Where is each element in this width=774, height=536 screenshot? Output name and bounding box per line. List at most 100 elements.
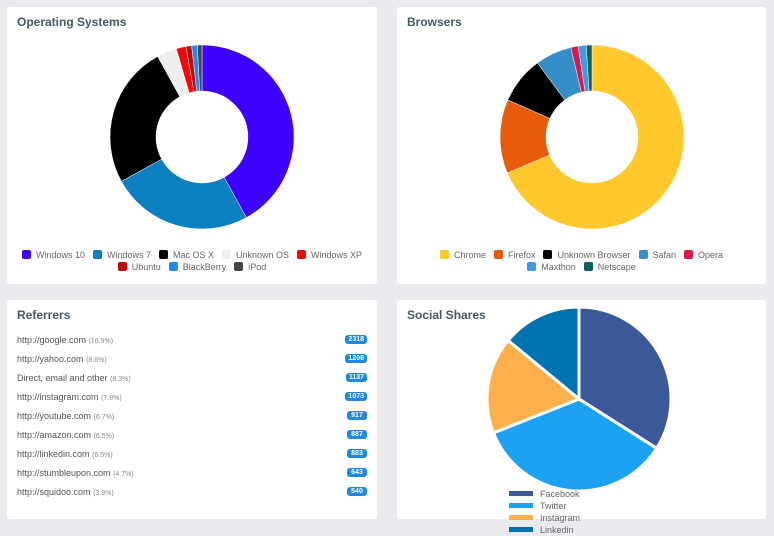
referrer-row: http://squidoo.com (3.9%) 540 — [17, 487, 367, 499]
browsers-legend: Chrome Firefox Unknown Browser Safari Opera M… — [397, 249, 766, 273]
referrer-percent: (7.8%) — [101, 395, 122, 402]
legend-swatch — [684, 250, 694, 259]
referrer-url[interactable]: http://google.com — [17, 335, 87, 345]
legend-swatch — [234, 262, 244, 271]
legend-swatch — [583, 262, 593, 271]
referrer-url[interactable]: Direct, email and other — [17, 373, 108, 383]
legend-label: Instagram — [540, 513, 581, 523]
legend-label: Mac OS X — [172, 250, 214, 260]
referrer-row: http://amazon.com (6.5%) 887 — [17, 430, 367, 442]
legend-swatch — [543, 250, 553, 259]
legend-item[interactable]: Safari — [638, 249, 676, 261]
referrer-row: http://instagram.com (7.8%) 1073 — [17, 392, 367, 404]
referrer-count-badge: 1073 — [345, 392, 367, 401]
referrer-percent: (16.9%) — [88, 338, 114, 345]
legend-item[interactable]: Facebook — [509, 488, 584, 500]
referrer-percent: (3.9%) — [93, 490, 114, 497]
legend-swatch — [638, 250, 648, 259]
referrer-count-badge: 917 — [347, 411, 367, 420]
referrer-url[interactable]: http://linkedin.com — [17, 449, 90, 459]
referrer-url[interactable]: http://stumbleupon.com — [17, 468, 111, 478]
legend-item[interactable]: Firefox — [493, 249, 536, 261]
referrer-count-badge: 883 — [347, 449, 367, 458]
legend-label: BlackBerry — [182, 262, 227, 272]
legend-label: Netscape — [597, 262, 636, 272]
slice-netscape[interactable] — [585, 44, 593, 92]
legend-swatch — [439, 250, 449, 259]
legend-swatch — [509, 515, 533, 520]
referrer-percent: (6.5%) — [93, 433, 115, 440]
legend-item[interactable]: Windows 7 — [92, 249, 151, 261]
referrer-row: Direct, email and other (8.3%) 1137 — [17, 373, 367, 385]
legend-swatch — [92, 250, 102, 259]
legend-swatch — [158, 250, 168, 259]
referrer-url[interactable]: http://squidoo.com — [17, 487, 91, 497]
referrer-row: http://stumbleupon.com (4.7%) 643 — [17, 468, 367, 480]
legend-item[interactable]: Unknown Browser — [543, 249, 631, 261]
legend-item[interactable]: BlackBerry — [168, 261, 227, 273]
browsers-donut-chart — [499, 44, 685, 230]
os-card: Operating Systems Windows 10 Windows 7 Mac… — [7, 7, 377, 284]
referrer-url[interactable]: http://yahoo.com — [17, 354, 84, 364]
os-donut-chart — [109, 44, 295, 230]
legend-item[interactable]: Chrome — [439, 249, 486, 261]
social-legend: Facebook Twitter Instagram Linkedin — [397, 488, 766, 536]
slice-linkedin[interactable] — [506, 305, 581, 403]
slice-windows-7[interactable] — [121, 158, 247, 230]
slice-ipod[interactable] — [197, 44, 203, 92]
legend-label: Opera — [698, 250, 724, 260]
slice-chrome[interactable] — [507, 44, 685, 230]
legend-swatch — [527, 262, 537, 271]
legend-swatch — [509, 491, 533, 496]
referrer-percent: (8.3%) — [110, 376, 131, 383]
legend-label: Twitter — [540, 501, 567, 511]
referrer-count-badge: 2318 — [345, 335, 367, 344]
referrer-url[interactable]: http://amazon.com — [17, 430, 92, 440]
referrer-percent: (4.7%) — [113, 471, 134, 478]
legend-item[interactable]: Windows XP — [297, 249, 362, 261]
legend-item[interactable]: Maxthon — [527, 261, 576, 273]
social-pie-chart — [485, 305, 673, 493]
social-card: Social Shares Facebook Twitter Instagram Li… — [397, 300, 766, 535]
legend-item[interactable]: Instagram — [509, 512, 584, 524]
legend-label: Chrome — [453, 250, 486, 260]
legend-label: Unknown OS — [236, 250, 290, 260]
browsers-card: Browsers Chrome Firefox Unknown Browser Saf… — [397, 7, 766, 284]
referrer-percent: (8.8%) — [86, 357, 107, 364]
legend-item[interactable]: Opera — [684, 249, 723, 261]
referrer-percent: (6.7%) — [93, 414, 115, 421]
legend-item[interactable]: Ubuntu — [117, 261, 161, 273]
legend-item[interactable]: Windows 10 — [21, 249, 85, 261]
legend-item[interactable]: Netscape — [583, 261, 636, 273]
legend-label: Maxthon — [541, 262, 576, 272]
referrer-percent: (6.5%) — [92, 452, 113, 459]
referrer-count-badge: 643 — [347, 468, 367, 477]
slice-windows-10[interactable] — [201, 44, 295, 218]
referrers-card: Referrers http://google.com (16.9%) 2318 h… — [7, 300, 377, 519]
referrer-count-badge: 540 — [347, 487, 367, 496]
referrer-url[interactable]: http://youtube.com — [17, 411, 92, 421]
legend-item[interactable]: iPod — [234, 261, 266, 273]
referrer-count-badge: 1208 — [345, 354, 367, 363]
legend-item[interactable]: Linkedin — [509, 524, 584, 536]
legend-item[interactable]: Unknown OS — [222, 249, 289, 261]
slice-instagram[interactable] — [485, 338, 582, 435]
legend-swatch — [493, 250, 503, 259]
referrer-url[interactable]: http://instagram.com — [17, 392, 99, 402]
legend-label: Facebook — [540, 489, 580, 499]
slice-twitter[interactable] — [491, 397, 659, 493]
legend-swatch — [168, 262, 178, 271]
legend-label: Ubuntu — [131, 262, 161, 272]
legend-item[interactable]: Twitter — [509, 500, 584, 512]
slice-mac-os-x[interactable] — [109, 56, 181, 182]
legend-label: Firefox — [507, 250, 536, 260]
referrer-row: http://youtube.com (6.7%) 917 — [17, 411, 367, 423]
legend-item[interactable]: Mac OS X — [158, 249, 214, 261]
legend-swatch — [21, 250, 31, 259]
referrer-row: http://linkedin.com (6.5%) 883 — [17, 449, 367, 461]
legend-label: Unknown Browser — [557, 250, 631, 260]
referrer-count-badge: 887 — [347, 430, 367, 439]
os-title: Operating Systems — [17, 15, 127, 29]
os-legend: Windows 10 Windows 7 Mac OS X Unknown OS Win… — [7, 249, 377, 273]
referrers-title: Referrers — [17, 308, 71, 322]
